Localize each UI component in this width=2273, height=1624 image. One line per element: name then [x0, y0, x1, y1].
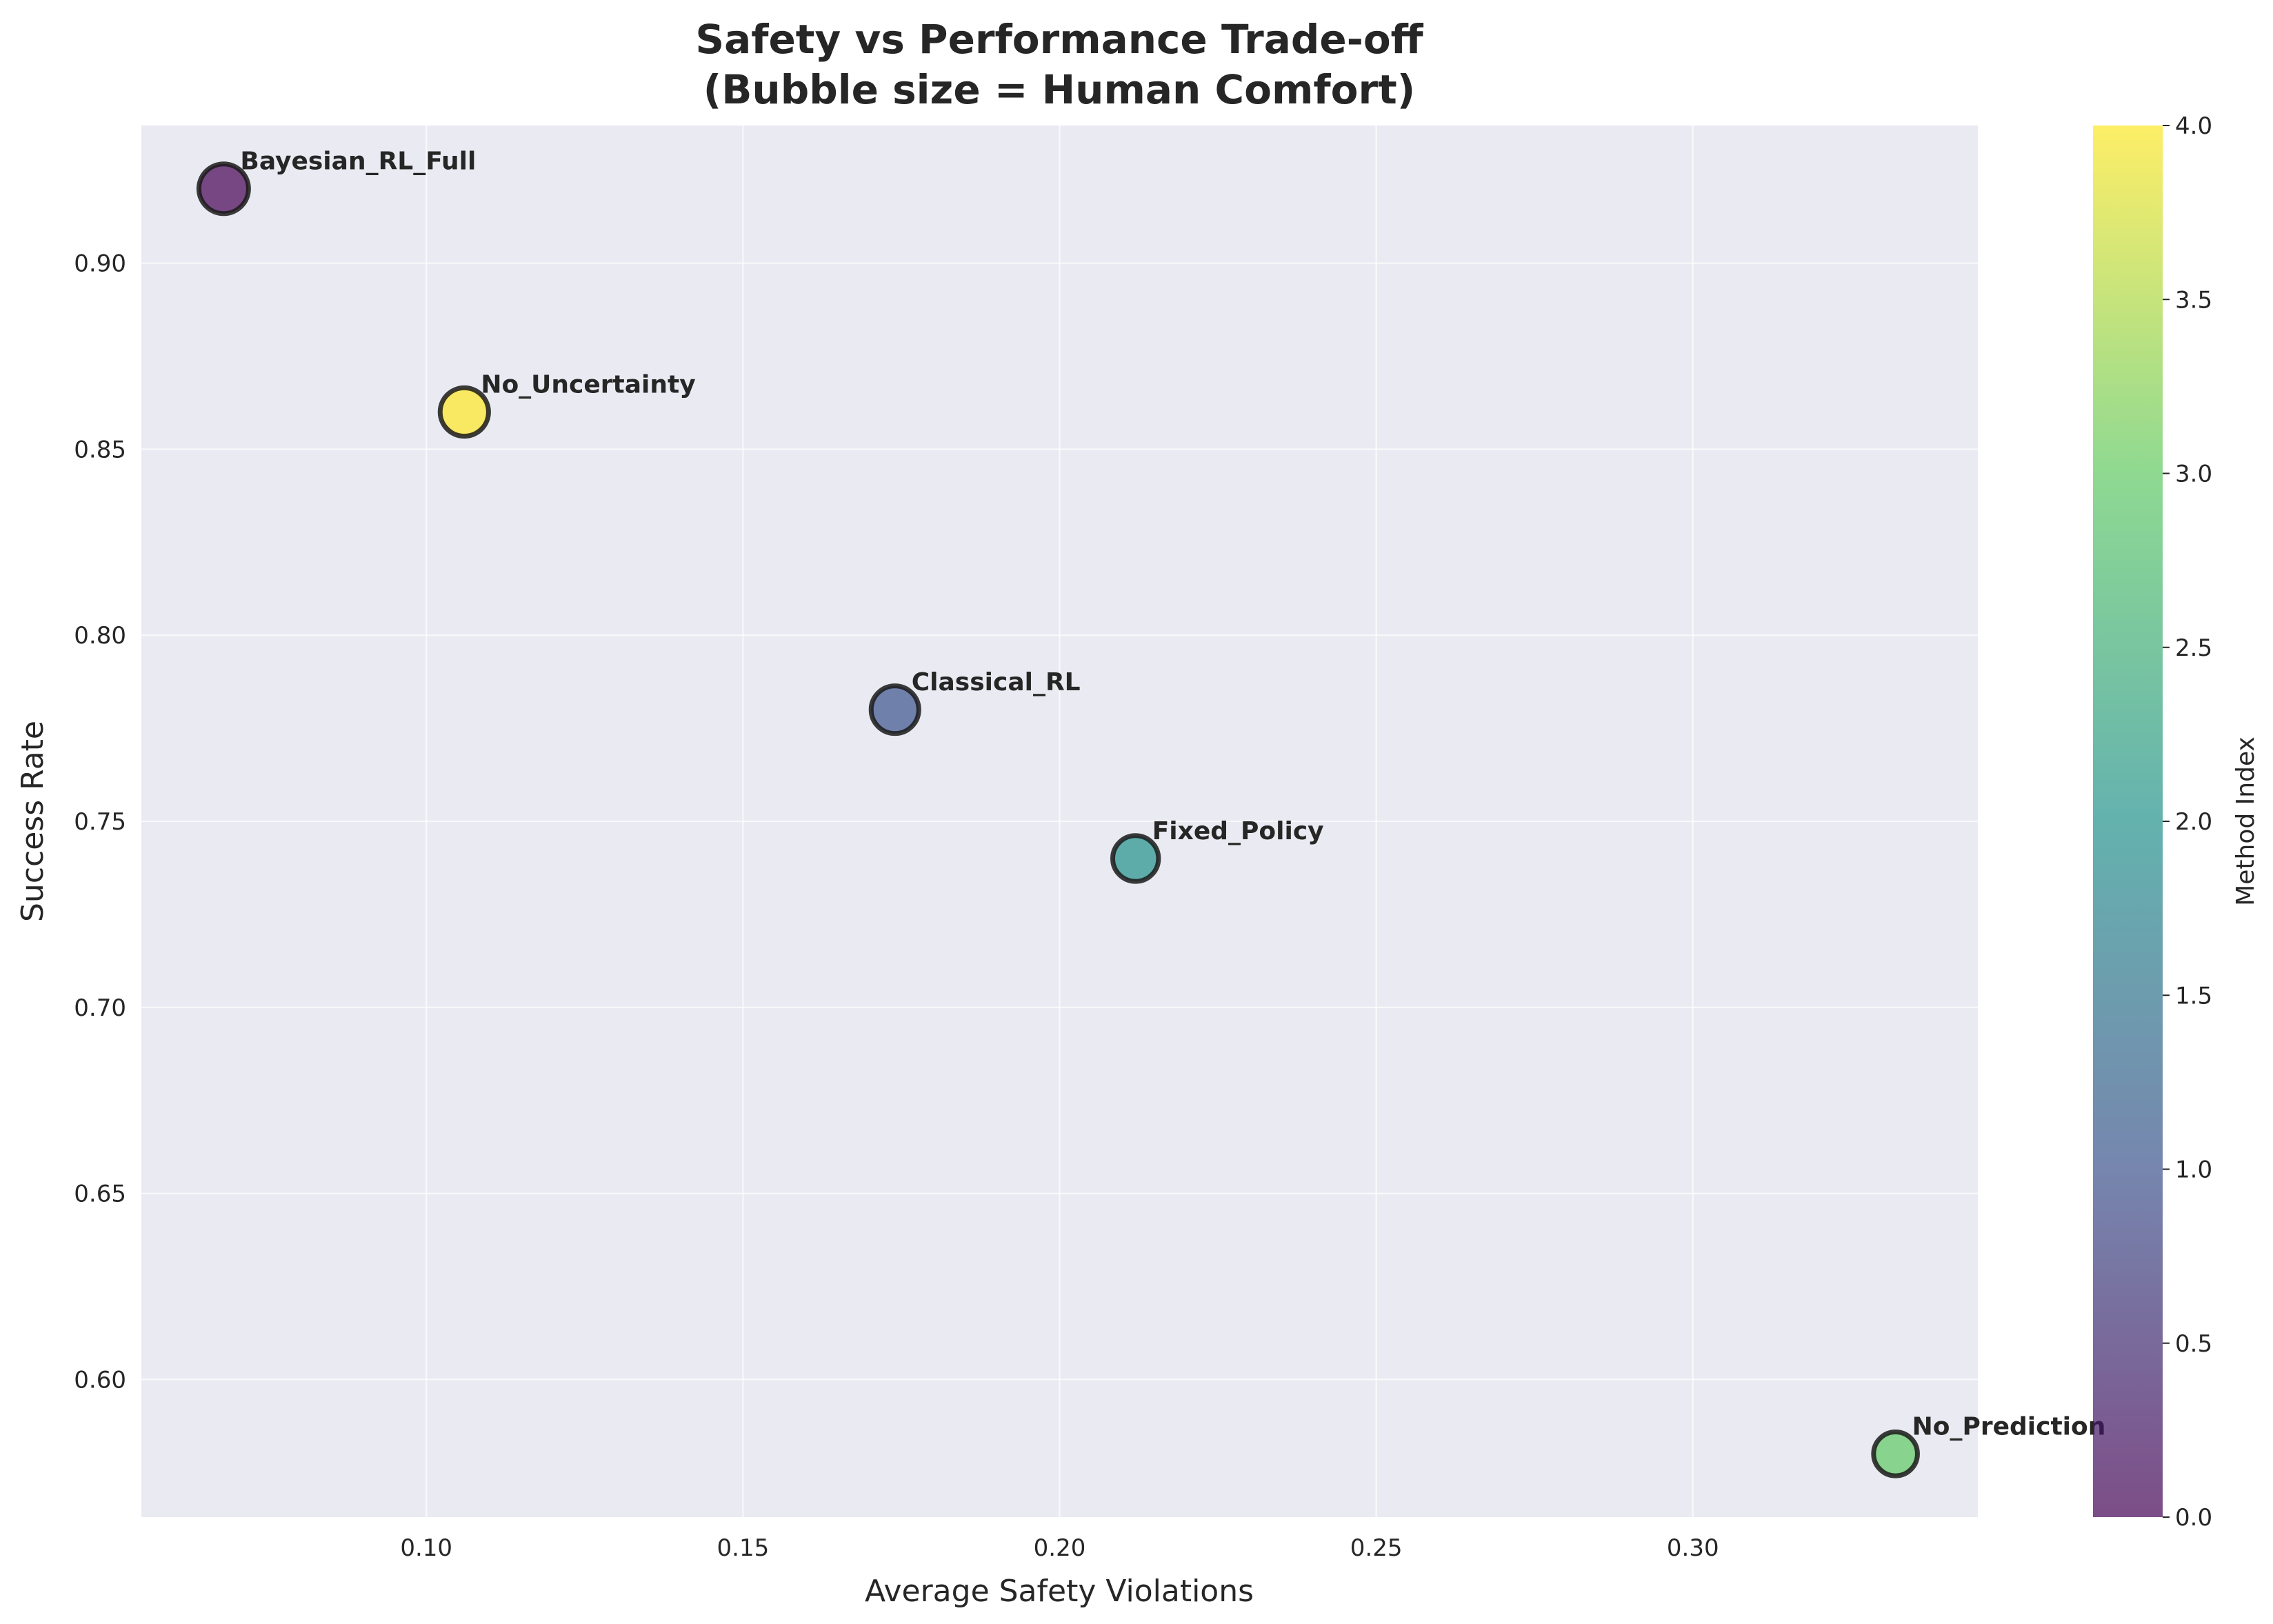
colorbar-tick-label: 0.5	[2175, 1330, 2212, 1358]
y-tick-label: 0.65	[74, 1181, 126, 1208]
colorbar-tick-labels: 0.0 0.5 1.0 1.5 2.0 2.5 3.0 3.5 4.0	[2163, 112, 2212, 1532]
x-tick-label: 0.20	[1034, 1534, 1086, 1562]
data-point	[437, 385, 491, 439]
colorbar	[2093, 126, 2163, 1517]
chart-subtitle: (Bubble size = Human Comfort)	[703, 66, 1416, 113]
y-axis-label: Success Rate	[15, 721, 50, 922]
data-point	[1871, 1429, 1920, 1478]
colorbar-tick-label: 3.5	[2175, 286, 2212, 314]
data-point	[196, 161, 251, 217]
colorbar-tick-label: 0.0	[2175, 1504, 2212, 1532]
y-tick-label: 0.70	[74, 994, 126, 1022]
x-tick-label: 0.10	[400, 1534, 452, 1562]
colorbar-tick-label: 2.0	[2175, 808, 2212, 836]
x-tick-label: 0.30	[1667, 1534, 1719, 1562]
point-label: Bayesian_RL_Full	[240, 148, 476, 176]
point-label: No_Uncertainty	[481, 370, 695, 399]
x-axis-label: Average Safety Violations	[865, 1574, 1254, 1609]
y-tick-label: 0.60	[74, 1366, 126, 1394]
y-tick-labels: 0.60 0.65 0.70 0.75 0.80 0.85 0.90	[74, 250, 126, 1394]
data-point	[868, 683, 921, 736]
colorbar-label: Method Index	[2232, 736, 2260, 906]
colorbar-tick-label: 4.0	[2175, 112, 2212, 140]
y-tick-label: 0.75	[74, 808, 126, 836]
point-label: No_Prediction	[1912, 1412, 2106, 1441]
colorbar-tick-label: 1.0	[2175, 1156, 2212, 1184]
point-label: Fixed_Policy	[1152, 817, 1324, 845]
point-label: Classical_RL	[912, 668, 1081, 696]
x-tick-label: 0.15	[717, 1534, 770, 1562]
colorbar-tick-label: 3.0	[2175, 461, 2212, 488]
grid	[141, 126, 1978, 1517]
data-point	[1110, 833, 1161, 884]
x-tick-labels: 0.10 0.15 0.20 0.25 0.30	[400, 1534, 1719, 1562]
colorbar-tick-label: 2.5	[2175, 634, 2212, 662]
chart-title: Safety vs Performance Trade-off	[695, 16, 1423, 63]
colorbar-tick-label: 1.5	[2175, 982, 2212, 1010]
point-labels: Bayesian_RL_Full Classical_RL Fixed_Policy…	[240, 148, 2105, 1441]
data-points	[196, 161, 1920, 1478]
y-tick-label: 0.80	[74, 622, 126, 650]
y-tick-label: 0.90	[74, 250, 126, 278]
y-tick-label: 0.85	[74, 436, 126, 463]
x-tick-label: 0.25	[1350, 1534, 1403, 1562]
